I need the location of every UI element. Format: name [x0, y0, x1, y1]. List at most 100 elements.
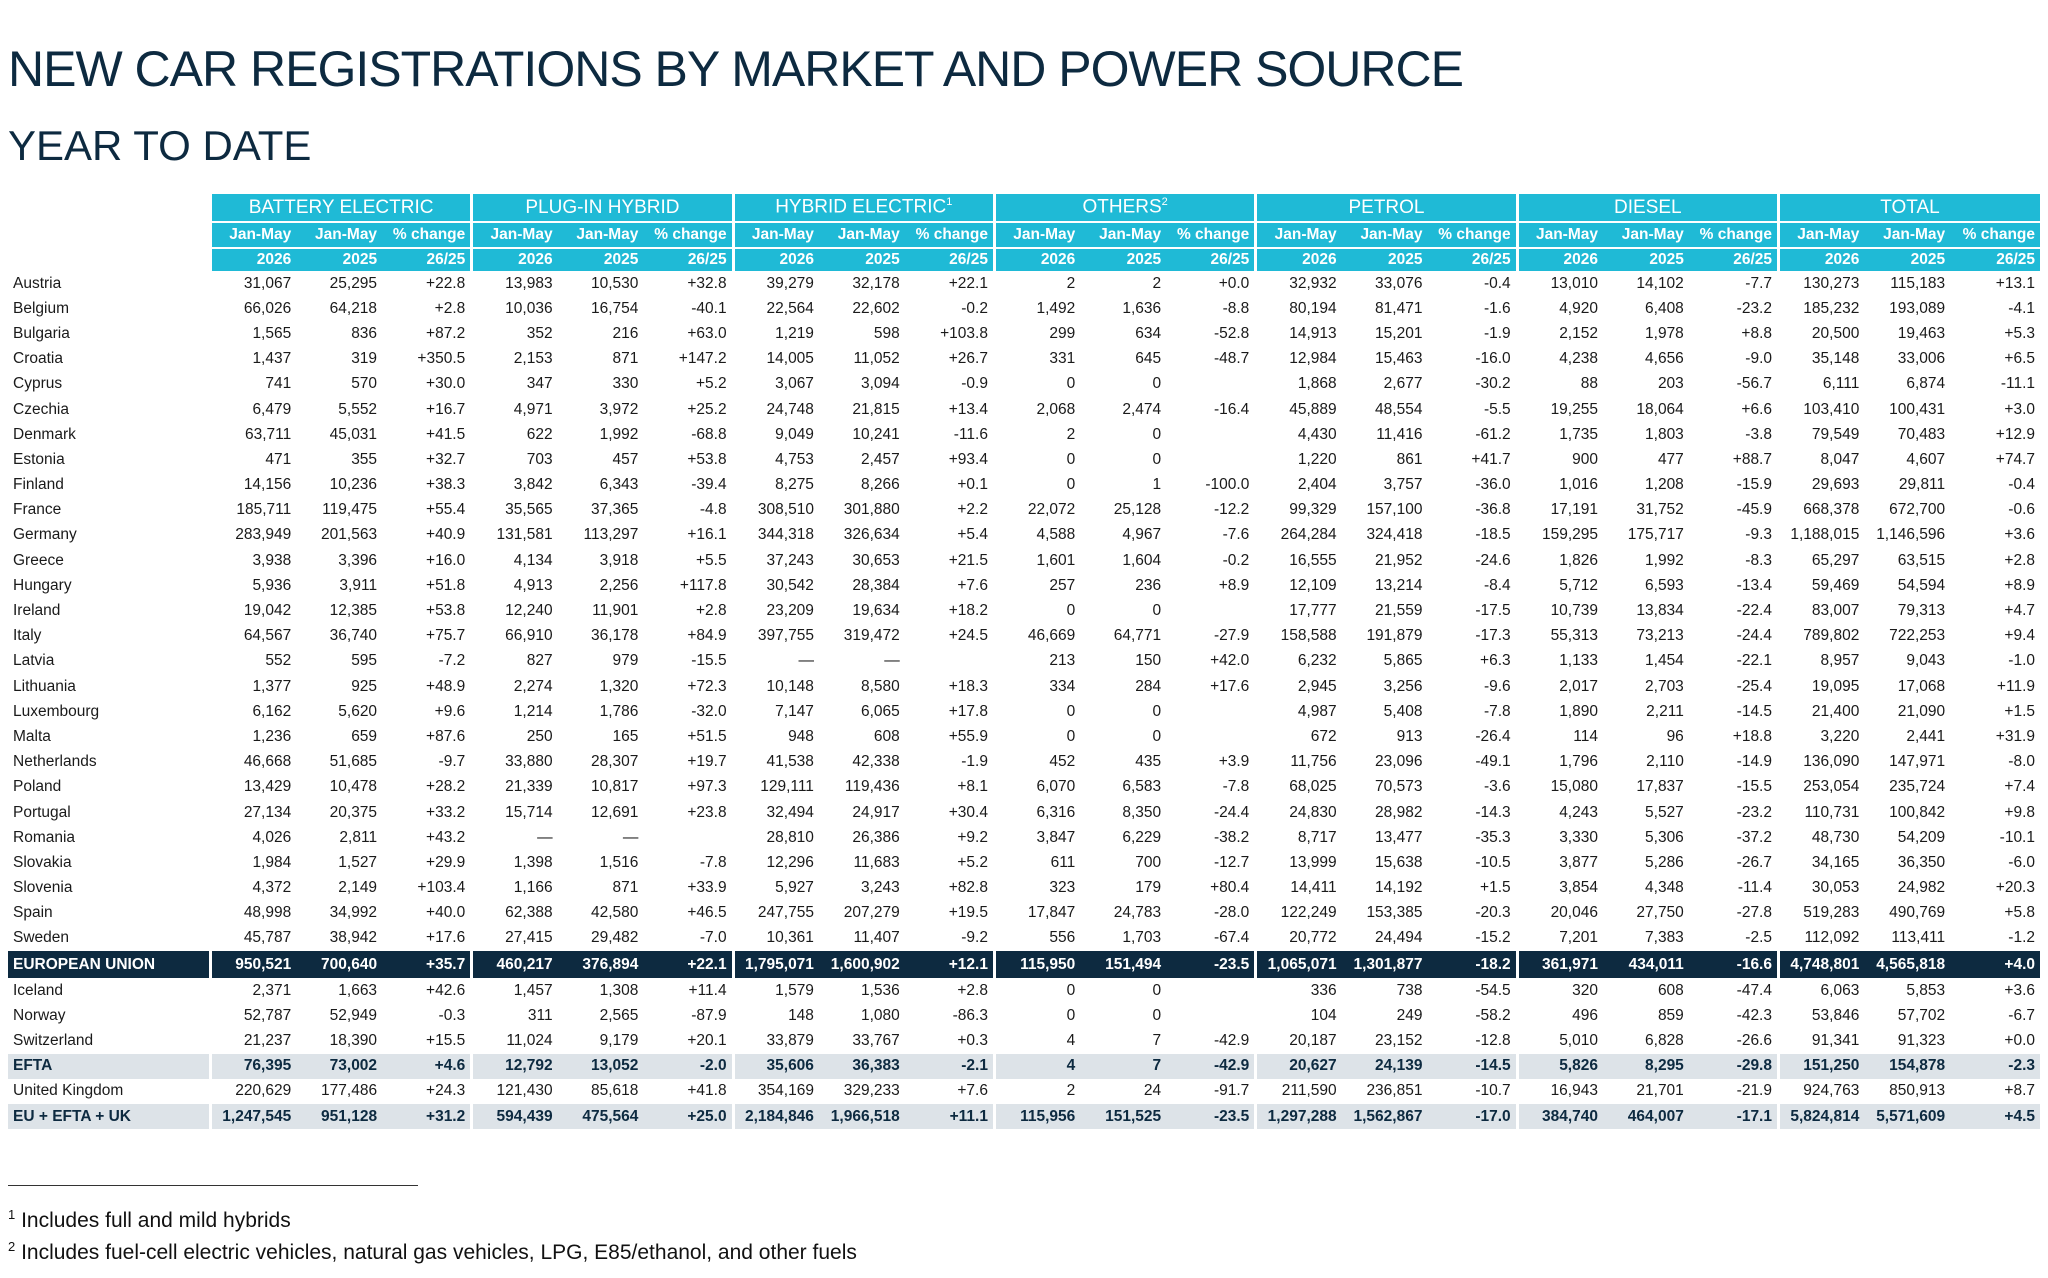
table-cell: 1,703	[1122, 929, 1162, 947]
table-cell: -5.5	[1483, 400, 1511, 418]
table-cell: +15.5	[426, 1032, 466, 1050]
table-cell: 496	[1515, 1003, 1603, 1029]
table-cell: 13,834	[1636, 602, 1684, 620]
table-cell: 88	[1515, 371, 1603, 397]
table-cell: -9.0	[1745, 350, 1772, 368]
table-cell: -28.0	[1213, 904, 1250, 922]
table-cell: 1,786	[599, 702, 639, 720]
country-name: Poland	[13, 778, 62, 796]
table-cell: 3,094	[860, 375, 900, 393]
table-cell: 1,219	[731, 321, 819, 347]
table-cell: 38,942	[329, 929, 378, 947]
column-header-year: 2026	[1254, 247, 1342, 271]
table-cell: -36.0	[1475, 476, 1511, 494]
table-cell: 4	[992, 1053, 1081, 1079]
table-cell: 871	[612, 879, 639, 897]
table-cell: 722,253	[1889, 627, 1946, 645]
table-cell: -9.3	[1745, 526, 1772, 544]
table-cell: 48,998	[208, 900, 297, 926]
table-cell: +41.7	[1471, 450, 1511, 468]
table-cell: 2,945	[1254, 674, 1342, 700]
table-cell: 42,338	[852, 753, 900, 771]
country-name: Croatia	[13, 350, 63, 368]
country-name: Denmark	[13, 425, 76, 443]
table-cell: -11.4	[1737, 879, 1772, 897]
column-header: Jan-May	[1777, 221, 1865, 248]
table-cell	[1166, 422, 1256, 447]
column-header-year: 2026	[470, 247, 558, 271]
table-cell: 70,483	[1897, 425, 1946, 443]
table-cell: -91.7	[1213, 1082, 1250, 1100]
table-cell: 14,411	[1254, 875, 1342, 901]
table-cell: +7.4	[2004, 778, 2035, 796]
table-cell: 65,297	[1777, 548, 1865, 574]
table-cell: 4,920	[1515, 296, 1603, 322]
table-cell: 334	[992, 674, 1081, 700]
footnotes: 1 Includes full and mild hybrids 2 Inclu…	[8, 1185, 857, 1266]
table-cell: 150	[1135, 652, 1162, 670]
table-cell: 21,815	[852, 400, 900, 418]
table-cell: +28.2	[426, 778, 466, 796]
table-cell: -3.8	[1745, 425, 1772, 443]
column-header: Jan-May	[208, 221, 297, 248]
table-cell: 5,865	[1383, 652, 1423, 670]
table-cell: 31,752	[1636, 501, 1684, 519]
table-cell: 2,152	[1515, 321, 1603, 347]
group-header-label: BATTERY ELECTRIC	[248, 196, 434, 218]
table-cell: +147.2	[678, 350, 727, 368]
table-cell: 2,068	[992, 396, 1081, 423]
table-cell: 344,318	[731, 522, 819, 549]
country-name: Romania	[13, 828, 76, 846]
table-cell: +9.2	[957, 828, 988, 846]
table-cell: 3,067	[731, 371, 819, 397]
table-cell	[905, 649, 995, 674]
table-cell: -25.4	[1736, 677, 1772, 695]
table-cell: 836	[351, 324, 378, 342]
table-cell: 5,408	[1383, 702, 1423, 720]
table-cell: +3.6	[2004, 981, 2035, 999]
country-name: United Kingdom	[13, 1082, 124, 1100]
table-cell: -23.2	[1736, 299, 1772, 317]
table-cell: 3,256	[1383, 677, 1423, 695]
column-header: % change	[904, 221, 995, 248]
table-cell: 136,090	[1777, 749, 1865, 775]
table-cell: 14,156	[208, 472, 297, 498]
country-name: Cyprus	[13, 375, 63, 393]
corner-cell	[8, 248, 211, 271]
table-cell: 113,411	[1891, 929, 1946, 947]
table-cell: 645	[1135, 350, 1162, 368]
country-name: Luxembourg	[13, 702, 100, 720]
table-cell: 475,564	[557, 1104, 644, 1130]
table-cell: 96	[1666, 727, 1684, 745]
table-cell: -7.2	[438, 652, 466, 670]
table-cell: 1,868	[1254, 371, 1342, 397]
table-cell: 257	[992, 573, 1081, 599]
table-row: United Kingdom 220,629 177,486 +24.3 121,430…	[8, 1078, 2040, 1104]
table-cell: 185,711	[208, 497, 297, 523]
table-cell: 18,390	[329, 1032, 378, 1050]
country-name: Switzerland	[13, 1032, 94, 1050]
group-header: PETROL	[1254, 194, 1518, 222]
table-cell: 15,638	[1375, 853, 1423, 871]
table-cell: +25.2	[687, 400, 727, 418]
table-cell: -6.0	[2008, 853, 2035, 871]
table-cell: +4.7	[2004, 602, 2035, 620]
table-cell: +1.5	[1480, 879, 1511, 897]
table-row: Finland 14,156 10,236 +38.3 3,842 6,343 -39.4 8…	[8, 472, 2040, 498]
table-cell: +12.9	[1995, 425, 2035, 443]
table-cell: +103.8	[940, 324, 988, 342]
column-header: Jan-May	[1864, 221, 1951, 248]
table-cell: 0	[992, 447, 1081, 473]
table-cell: 1,536	[860, 981, 900, 999]
table-cell: 23,152	[1375, 1032, 1423, 1050]
table-cell: -0.3	[438, 1006, 466, 1024]
table-cell: -24.4	[1213, 803, 1250, 821]
table-cell: 284	[1135, 677, 1162, 695]
table-cell: -23.5	[1166, 1104, 1256, 1130]
table-cell: 1,565	[208, 321, 297, 347]
table-cell: 1,492	[992, 296, 1081, 322]
column-header-year: 2026	[1515, 247, 1603, 271]
table-cell: 193,089	[1889, 299, 1946, 317]
table-cell: +2.8	[434, 299, 466, 317]
table-cell: -27.8	[1736, 904, 1772, 922]
